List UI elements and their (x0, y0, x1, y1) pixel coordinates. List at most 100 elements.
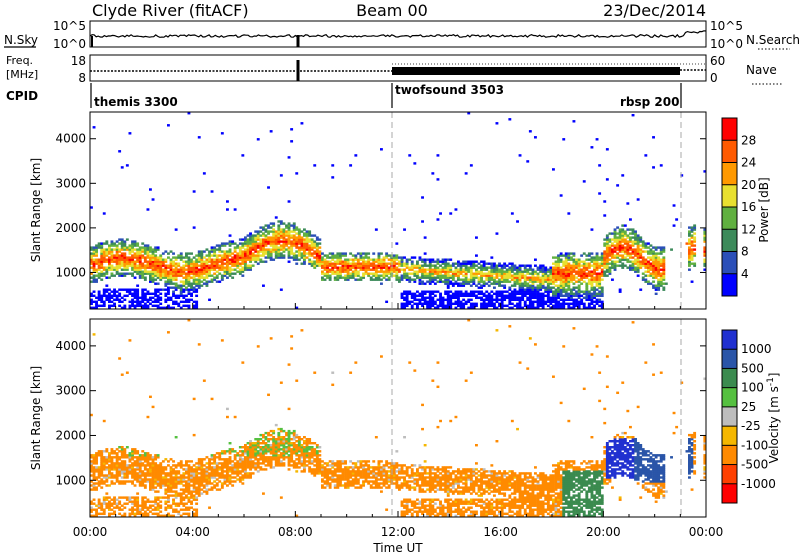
power-cell (585, 272, 589, 275)
velocity-cell (108, 476, 111, 479)
power-cell (138, 296, 142, 300)
velocity-cell (226, 415, 229, 419)
power-cell (570, 272, 573, 275)
velocity-cell (187, 492, 191, 495)
power-cell (267, 230, 270, 233)
power-cell (446, 266, 450, 269)
power-cell (603, 256, 607, 259)
power-cell (313, 244, 317, 247)
velocity-cell (244, 476, 247, 479)
power-cell (485, 262, 489, 265)
power-cell (482, 306, 486, 310)
power-cell (428, 294, 432, 298)
power-cell (161, 274, 165, 277)
power-cell (503, 264, 507, 267)
power-cell (562, 260, 566, 263)
velocity-cell (205, 476, 209, 479)
velocity-cell (164, 514, 168, 518)
velocity-cell (128, 498, 132, 501)
power-cell (164, 250, 168, 253)
power-cell (133, 266, 137, 269)
power-cell (503, 266, 507, 269)
power-cell (552, 304, 555, 308)
velocity-cell (182, 508, 186, 511)
power-cell (331, 268, 335, 271)
power-cell (272, 248, 276, 251)
power-cell (226, 208, 229, 211)
power-cell (90, 256, 93, 259)
velocity-cell (195, 508, 199, 511)
power-cell (233, 264, 237, 267)
power-cell (318, 254, 322, 257)
velocity-cell (218, 488, 222, 491)
power-cell (557, 272, 560, 275)
power-cell (246, 242, 250, 245)
power-cell (249, 240, 252, 243)
power-cell (662, 270, 666, 273)
power-cell (272, 230, 276, 233)
power-cell (693, 264, 697, 267)
power-cell (675, 218, 679, 221)
power-cell (254, 230, 258, 233)
velocity-cell (244, 460, 247, 463)
power-cell (654, 260, 658, 263)
power-cell (549, 300, 553, 304)
power-cell (336, 270, 340, 273)
power-cell (151, 252, 155, 255)
power-cell (608, 248, 612, 251)
power-cell (552, 268, 555, 271)
power-cell (228, 250, 232, 253)
power-cell (544, 300, 548, 304)
power-cell (333, 262, 337, 265)
power-cell (449, 290, 453, 293)
power-cell (575, 298, 578, 302)
power-cell (593, 258, 596, 261)
velocity-cell (185, 484, 188, 487)
power-cell (151, 268, 155, 271)
power-cell (154, 292, 158, 296)
power-cell (149, 248, 152, 251)
velocity-cell (105, 484, 109, 487)
velocity-cell (256, 444, 260, 447)
power-cell (636, 256, 640, 259)
power-cell (146, 246, 150, 249)
velocity-cell (185, 506, 188, 509)
power-cell (277, 246, 281, 249)
power-cell (297, 230, 301, 233)
power-cell (110, 244, 114, 247)
power-cell (192, 278, 196, 281)
power-cell (621, 174, 625, 177)
power-cell (277, 240, 281, 243)
velocity-cell (156, 506, 160, 509)
power-cell (154, 266, 158, 269)
power-cell (241, 252, 245, 255)
power-cell (703, 262, 707, 265)
power-cell (564, 266, 568, 269)
power-cell (97, 272, 101, 275)
power-cell (575, 290, 578, 293)
power-cell (169, 272, 173, 275)
power-cell (249, 252, 252, 255)
power-cell (595, 292, 599, 296)
power-cell (90, 206, 93, 209)
velocity-cell (226, 466, 229, 469)
power-cell (377, 254, 381, 257)
power-cell (179, 306, 183, 310)
power-cell (562, 284, 566, 287)
power-cell (636, 246, 640, 249)
power-cell (151, 292, 155, 296)
velocity-cell (167, 472, 170, 475)
power-cell (195, 284, 199, 287)
power-cell (693, 244, 697, 247)
power-cell (600, 258, 604, 261)
power-cell (595, 278, 599, 281)
velocity-cell (154, 500, 158, 503)
power-cell (264, 240, 268, 243)
power-cell (156, 262, 160, 265)
velocity-cell (167, 512, 170, 516)
power-cell (439, 294, 442, 298)
power-cell (446, 278, 450, 281)
power-cell (377, 266, 381, 269)
power-cell (616, 226, 620, 229)
power-cell (131, 260, 134, 263)
